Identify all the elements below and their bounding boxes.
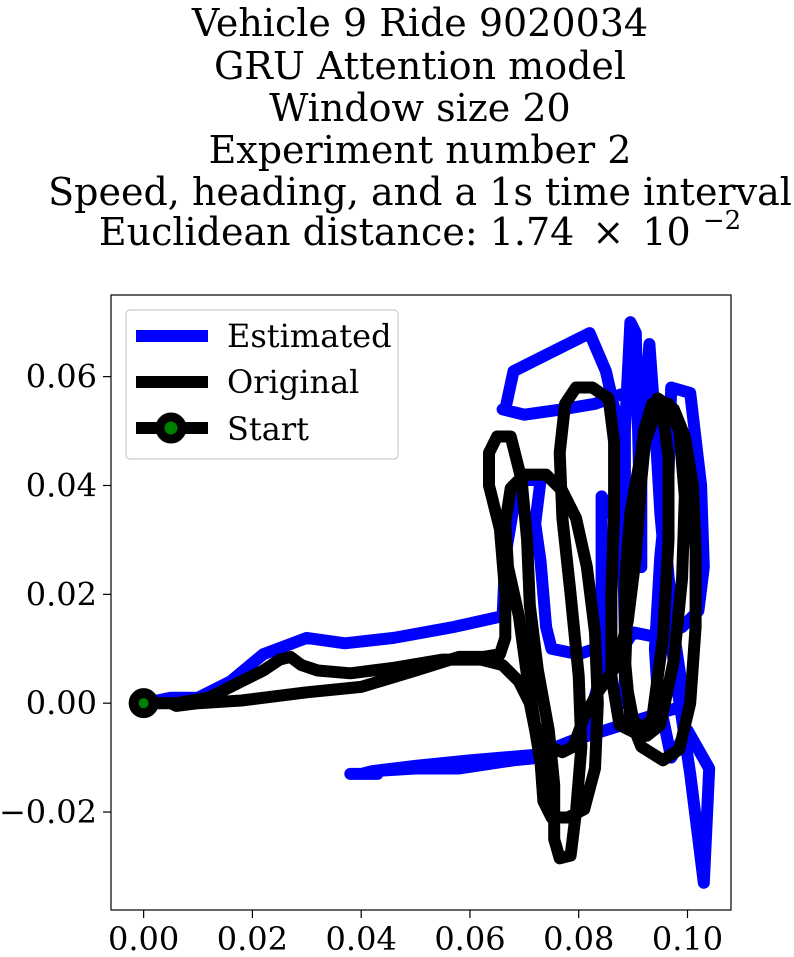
distance-exponent: −2 — [703, 206, 741, 236]
y-tick-label: 0.00 — [26, 684, 97, 722]
y-tick-label: −0.02 — [0, 793, 97, 831]
chart-title: Vehicle 9 Ride 9020034 GRU Attention mod… — [48, 1, 792, 254]
legend-marker-start — [155, 412, 187, 444]
title-line-5: Speed, heading, and a 1s time interval — [48, 170, 792, 214]
start-marker — [128, 688, 159, 719]
x-tick-label: 0.06 — [434, 920, 505, 957]
x-tick-label: 0.02 — [217, 920, 288, 957]
legend-label-start: Start — [227, 410, 309, 448]
x-tick-label: 0.10 — [652, 920, 723, 957]
title-line-4: Experiment number 2 — [209, 128, 632, 172]
legend-box — [125, 309, 399, 460]
y-tick-label: 0.06 — [26, 358, 97, 396]
start-layer — [128, 688, 159, 719]
title-line-3: Window size 20 — [269, 86, 570, 130]
distance-prefix: Euclidean distance: 1.74 — [99, 210, 574, 254]
x-axis: 0.00 0.02 0.04 0.06 0.08 0.10 — [108, 910, 723, 957]
y-tick-label: 0.04 — [26, 466, 97, 504]
distance-times: × — [592, 210, 624, 254]
series-line-original — [137, 381, 702, 865]
legend-label-original: Original — [227, 363, 359, 401]
title-line-2: GRU Attention model — [214, 44, 626, 88]
plot-frame — [110, 294, 732, 911]
title-line-1: Vehicle 9 Ride 9020034 — [191, 1, 648, 45]
y-axis: −0.02 0.00 0.02 0.04 0.06 — [0, 358, 111, 831]
legend-label-estimated: Estimated — [227, 317, 392, 355]
distance-base: 10 — [642, 210, 690, 254]
x-tick-label: 0.00 — [108, 920, 179, 957]
title-line-distance: Euclidean distance: 1.74 × 10 −2 — [99, 206, 741, 254]
series-layer — [137, 316, 716, 889]
legend: Estimated Original Start — [125, 309, 399, 460]
y-tick-label: 0.02 — [26, 575, 97, 613]
x-tick-label: 0.04 — [326, 920, 397, 957]
x-tick-label: 0.08 — [543, 920, 614, 957]
